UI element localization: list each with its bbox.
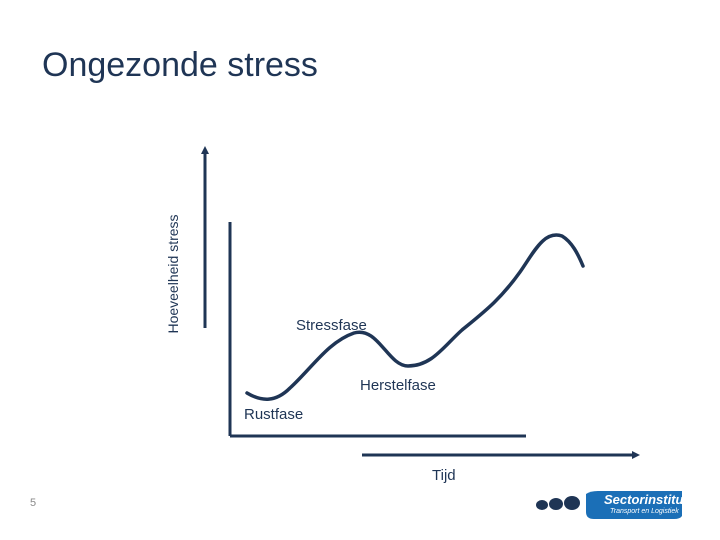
sectorinstituut-logo bbox=[536, 491, 682, 519]
page-number: 5 bbox=[30, 497, 37, 509]
logo-name: Sectorinstituut bbox=[604, 492, 696, 507]
recovery-phase-label: Herstelfase bbox=[360, 377, 436, 394]
page-title: Ongezonde stress bbox=[42, 46, 318, 84]
logo-subtitle: Transport en Logistiek bbox=[610, 508, 679, 515]
y-axis-label: Hoeveelheid stress bbox=[165, 214, 181, 334]
stress-phase-label: Stressfase bbox=[296, 317, 367, 334]
stress-curve bbox=[245, 233, 585, 401]
x-axis-label: Tijd bbox=[432, 467, 456, 484]
rest-phase-label: Rustfase bbox=[244, 406, 304, 423]
